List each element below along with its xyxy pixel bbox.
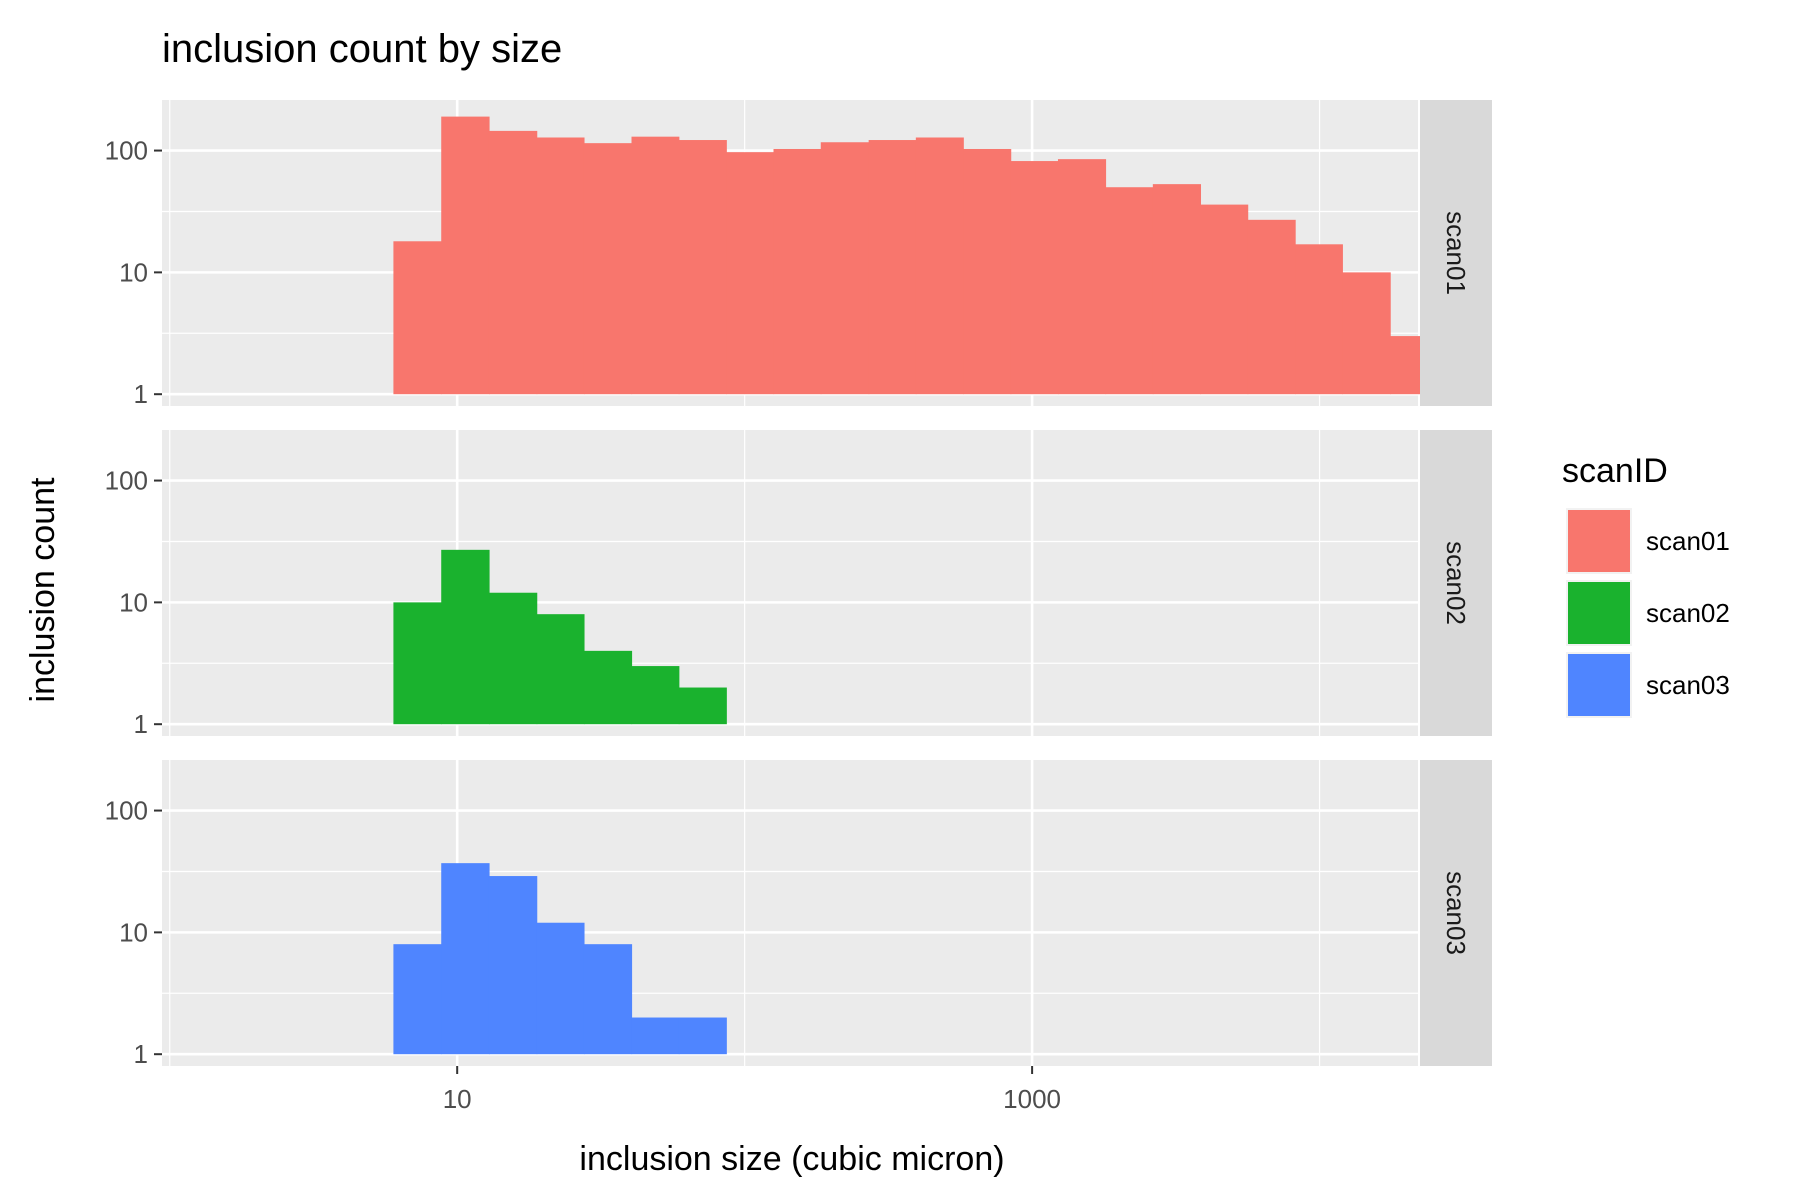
y-tick-label: 100 xyxy=(105,466,148,496)
legend-title: scanID xyxy=(1562,452,1668,490)
legend-label: scan01 xyxy=(1646,526,1730,556)
chart-title: inclusion count by size xyxy=(162,27,562,71)
histogram-bar xyxy=(393,944,441,1054)
histogram-bar xyxy=(869,140,917,394)
legend-label: scan03 xyxy=(1646,670,1730,700)
x-tick-label: 1000 xyxy=(1003,1084,1061,1114)
histogram-bar xyxy=(441,863,489,1054)
facet-strip-label: scan01 xyxy=(1441,211,1471,295)
histogram-bar xyxy=(1058,159,1106,394)
histogram-bar xyxy=(963,149,1011,394)
histogram-bar xyxy=(679,1018,727,1055)
legend-key-scan01 xyxy=(1568,510,1630,572)
histogram-bar xyxy=(537,923,585,1054)
histogram-bar xyxy=(631,1018,679,1055)
y-tick-label: 1 xyxy=(134,1039,148,1069)
histogram-bar xyxy=(489,593,537,724)
histogram-bar xyxy=(1295,244,1343,394)
histogram-bar xyxy=(631,666,679,724)
y-tick-label: 100 xyxy=(105,136,148,166)
x-axis: 10 1000 xyxy=(443,1066,1061,1114)
panel-background xyxy=(162,430,1418,736)
histogram-bar xyxy=(441,550,489,724)
facet-panels: 1 10 100 scan01 1 10 100 scan02 1 10 100 scan03 xyxy=(105,100,1492,1069)
legend-key-scan03 xyxy=(1568,654,1630,716)
y-tick-label: 10 xyxy=(119,587,148,617)
histogram-bar xyxy=(726,152,774,394)
legend-label: scan02 xyxy=(1646,598,1730,628)
panel-scan02: 1 10 100 scan02 xyxy=(105,430,1492,739)
histogram-bar xyxy=(489,876,537,1054)
facet-strip-label: scan03 xyxy=(1441,871,1471,955)
x-axis-title: inclusion size (cubic micron) xyxy=(579,1140,1004,1178)
y-axis-title: inclusion count xyxy=(24,477,62,702)
legend: scanID scan01 scan02 scan03 xyxy=(1562,452,1730,718)
histogram-bar xyxy=(679,140,727,394)
y-tick-label: 1 xyxy=(134,709,148,739)
histogram-bar xyxy=(631,137,679,395)
x-tick-label: 10 xyxy=(443,1084,472,1114)
histogram-bar xyxy=(584,651,632,724)
histogram-bar xyxy=(821,142,869,394)
histogram-bar xyxy=(916,137,964,394)
histogram-bar xyxy=(393,241,441,394)
panel-scan03: 1 10 100 scan03 xyxy=(105,760,1492,1069)
histogram-bar xyxy=(584,944,632,1054)
histogram-bar xyxy=(1200,205,1248,395)
legend-key-scan02 xyxy=(1568,582,1630,644)
histogram-bar xyxy=(1011,161,1059,394)
y-tick-label: 10 xyxy=(119,257,148,287)
histogram-bar xyxy=(1153,184,1201,394)
panel-scan01: 1 10 100 scan01 xyxy=(105,100,1492,409)
histogram-bar xyxy=(537,137,585,394)
histogram-bar xyxy=(1105,187,1153,394)
histogram-bar xyxy=(441,117,489,395)
histogram-bar xyxy=(773,149,821,394)
histogram-bar xyxy=(1342,272,1390,394)
y-tick-label: 10 xyxy=(119,917,148,947)
histogram-bar xyxy=(679,688,727,725)
histogram-bar xyxy=(584,143,632,394)
histogram-bar xyxy=(489,131,537,394)
histogram-bar xyxy=(393,602,441,724)
y-tick-label: 100 xyxy=(105,796,148,826)
histogram-bar xyxy=(1248,220,1296,394)
facet-strip-label: scan02 xyxy=(1441,541,1471,625)
histogram-bar xyxy=(537,614,585,724)
panel-background xyxy=(162,760,1418,1066)
y-tick-label: 1 xyxy=(134,379,148,409)
